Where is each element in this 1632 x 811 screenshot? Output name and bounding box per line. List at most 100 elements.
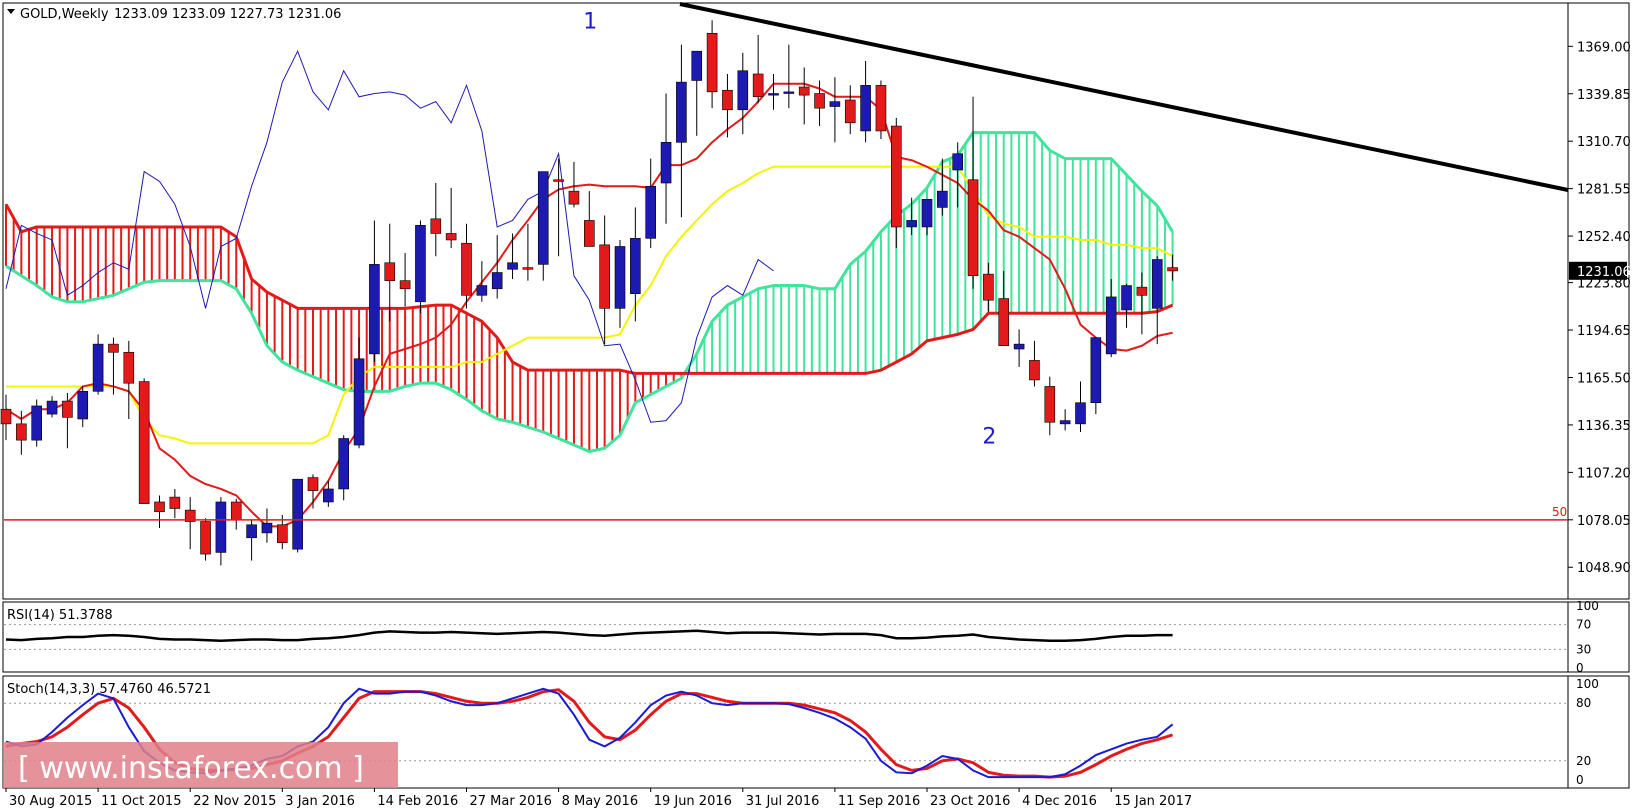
candle-body — [62, 400, 73, 418]
candle-body — [1167, 267, 1178, 272]
current-price-label: 1231.06 — [1577, 265, 1631, 280]
candle-body — [384, 262, 396, 281]
candle-body — [415, 225, 426, 303]
candle-body — [967, 179, 979, 277]
stoch-title: Stoch(14,3,3) 57.4760 46.5721 — [7, 682, 211, 697]
candle-body — [445, 233, 457, 241]
candle-body — [568, 190, 580, 205]
candle-body — [323, 488, 334, 503]
candle-body — [276, 524, 288, 543]
candle-body — [645, 185, 657, 239]
candle-body — [829, 101, 841, 107]
candle-body — [1075, 402, 1086, 425]
date-tick-label: 31 Jul 2016 — [746, 794, 820, 809]
date-tick-label: 30 Aug 2015 — [9, 794, 92, 809]
candle-body — [998, 298, 1010, 347]
price-panel[interactable] — [2, 2, 1569, 600]
watermark-box — [3, 742, 398, 788]
rsi-axis — [1567, 601, 1630, 673]
candle-body — [46, 400, 58, 415]
stoch-tick-label: 0 — [1576, 773, 1584, 787]
current-price-box — [1569, 261, 1627, 280]
candle-body — [660, 142, 672, 184]
candle-body — [706, 32, 718, 93]
candle-body — [537, 171, 549, 265]
candle-body — [1044, 386, 1056, 423]
price-tick-label: 1310.70 — [1577, 135, 1631, 150]
wave-label: 2 — [982, 424, 996, 449]
candle-body — [491, 272, 503, 290]
rsi-title: RSI(14) 51.3788 — [7, 608, 113, 623]
candle-body — [860, 85, 871, 132]
candle-body — [215, 501, 227, 553]
wave-label: 1 — [583, 9, 597, 34]
candle-body — [983, 273, 994, 301]
rsi-panel[interactable] — [2, 601, 1569, 673]
date-tick-label: 15 Jan 2017 — [1114, 794, 1192, 809]
dropdown-triangle-icon[interactable] — [7, 9, 15, 14]
date-tick-label: 23 Oct 2016 — [930, 794, 1010, 809]
candle-body — [1090, 337, 1102, 404]
candle-body — [553, 179, 564, 182]
axes: 1369.00 1339.85 1310.70 1281.55 1252.40 1223.… — [5, 40, 1631, 809]
price-tick-label: 1165.50 — [1577, 371, 1631, 386]
resistance-trendline — [679, 2, 1569, 192]
candle-body — [399, 280, 411, 290]
candle-body — [1151, 259, 1163, 309]
candle-body — [307, 477, 319, 491]
candle-body — [906, 220, 917, 228]
candle-body — [292, 478, 303, 550]
candle-body — [123, 351, 135, 384]
candle-body — [261, 522, 273, 534]
candle-body — [737, 70, 749, 111]
date-tick-label: 8 May 2016 — [562, 794, 639, 809]
candle-body — [1121, 285, 1132, 311]
candle-body — [1136, 286, 1148, 296]
senkou-span-b-line — [4, 203, 1174, 375]
candle-body — [691, 50, 703, 81]
price-tick-label: 1048.90 — [1577, 561, 1631, 576]
candle-body — [338, 438, 350, 490]
chart-ohlc: 1233.09 1233.09 1227.73 1231.06 — [114, 7, 341, 22]
stoch-axis — [1567, 675, 1630, 789]
candle-body — [798, 86, 810, 96]
date-tick-label: 14 Feb 2016 — [377, 794, 458, 809]
price-tick-label: 1078.05 — [1577, 514, 1631, 529]
candle-body — [1105, 296, 1117, 355]
candle-body — [1013, 343, 1025, 350]
candle-body — [921, 198, 933, 228]
candle-body — [722, 89, 733, 111]
overlay: 50 1 2 — [4, 2, 1569, 521]
rsi-tick-label: 100 — [1576, 599, 1599, 613]
candle-body — [507, 262, 518, 270]
stoch-tick-label: 20 — [1576, 754, 1591, 768]
price-tick-label: 1107.20 — [1577, 466, 1631, 481]
candle-body — [844, 99, 856, 124]
rsi-series: 100 70 30 0 — [4, 599, 1599, 675]
date-tick-label: 19 Jun 2016 — [654, 794, 732, 809]
price-tick-label: 1223.80 — [1577, 277, 1631, 292]
candle-body — [461, 242, 472, 296]
chart-symbol: GOLD,Weekly — [20, 7, 109, 22]
date-tick-label: 22 Nov 2015 — [193, 794, 276, 809]
candle-body — [169, 496, 181, 509]
price-axis — [1567, 2, 1630, 600]
candle-body — [614, 246, 626, 309]
candle-body — [108, 343, 119, 353]
candle-body — [0, 408, 12, 425]
candle-body — [476, 285, 488, 296]
date-tick-label: 11 Oct 2015 — [101, 794, 181, 809]
candle-body — [583, 220, 595, 247]
candle-body — [676, 81, 687, 143]
candle-body — [77, 391, 89, 420]
candles — [0, 20, 1178, 566]
price-tick-label: 1136.35 — [1577, 419, 1631, 434]
candle-body — [154, 501, 165, 513]
price-tick-label: 1339.85 — [1577, 88, 1631, 103]
candle-body — [184, 509, 196, 522]
candle-body — [31, 405, 43, 441]
level-label: 50 — [1552, 505, 1567, 519]
candle-body — [875, 85, 887, 132]
candle-body — [952, 153, 964, 171]
